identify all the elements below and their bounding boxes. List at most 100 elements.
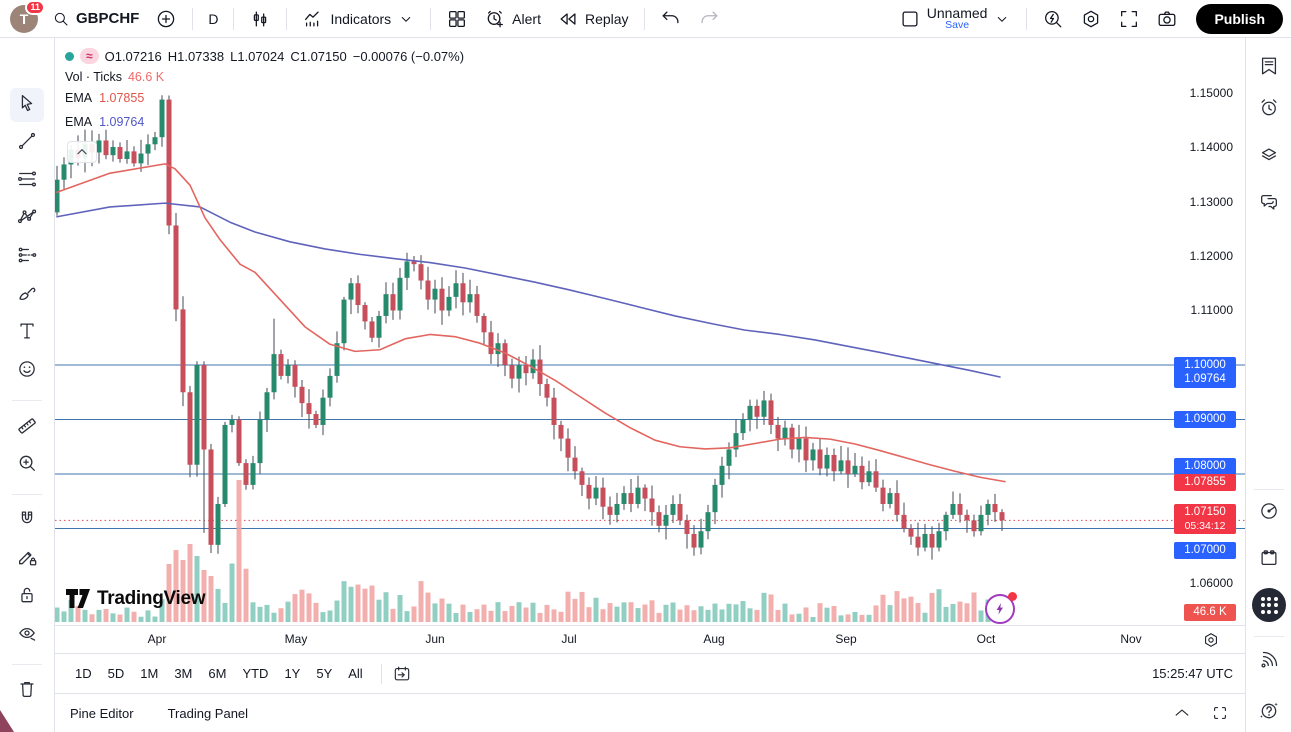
- fib-retracement-tool[interactable]: [10, 164, 44, 198]
- sidebar-alerts-clock-button[interactable]: [1252, 93, 1286, 127]
- compare-add-symbol-button[interactable]: [147, 4, 185, 34]
- lock-all-tool[interactable]: [10, 580, 44, 614]
- cursor-tool[interactable]: [10, 88, 44, 122]
- toolbar-divider: [12, 400, 42, 401]
- range-button-1d[interactable]: 1D: [67, 662, 100, 685]
- sidebar-chat-button[interactable]: [1252, 187, 1286, 221]
- chart-pane[interactable]: ≈ O1.07216 H1.07338 L1.07024 C1.07150 −0…: [55, 38, 1245, 625]
- panel-restore-icon[interactable]: [1210, 703, 1230, 723]
- trash-tool[interactable]: [10, 674, 44, 708]
- save-link[interactable]: Save: [945, 19, 970, 32]
- volume-bar: [75, 606, 81, 622]
- sidebar-apps-grid-button[interactable]: [1252, 588, 1286, 622]
- range-button-5d[interactable]: 5D: [100, 662, 133, 685]
- replay-button[interactable]: Replay: [549, 4, 637, 34]
- trend-line-tool[interactable]: [10, 126, 44, 160]
- sidebar-broadcast-signal-button[interactable]: [1252, 645, 1286, 679]
- alert-button[interactable]: Alert: [476, 4, 549, 34]
- bottom-bar: Pine Editor Trading Panel: [55, 693, 1245, 732]
- go-to-date-icon[interactable]: [392, 664, 412, 684]
- candle-body: [271, 354, 277, 393]
- volume-row[interactable]: Vol · Ticks 46.6 K: [65, 68, 464, 86]
- sidebar-help-button[interactable]: [1252, 696, 1286, 730]
- quick-search-button[interactable]: [1034, 4, 1072, 34]
- undo-button[interactable]: [652, 4, 690, 34]
- range-button-5y[interactable]: 5Y: [308, 662, 340, 685]
- magnet-icon: [16, 508, 38, 535]
- emoji-tool[interactable]: [10, 354, 44, 388]
- range-button-all[interactable]: All: [340, 662, 370, 685]
- toolbar-divider: [12, 494, 42, 495]
- chart-settings-button[interactable]: [1072, 4, 1110, 34]
- candle-body: [530, 359, 536, 374]
- toolbar-separator: [192, 7, 194, 30]
- publish-button[interactable]: Publish: [1196, 3, 1283, 34]
- ema-fast-line[interactable]: [56, 163, 1006, 483]
- panel-chevron-up-icon[interactable]: [1172, 703, 1192, 723]
- toolbar-separator: [430, 7, 432, 30]
- time-axis[interactable]: Apr May Jun Jul Aug Sep Oct Nov: [55, 625, 1245, 653]
- candle-body: [649, 498, 655, 513]
- data-mismatch-icon[interactable]: ≈: [80, 48, 99, 64]
- top-toolbar: T 11 GBPCHF D Indicators Alert: [0, 0, 1291, 38]
- redo-icon: [698, 8, 720, 30]
- volume-bar: [747, 608, 753, 622]
- zoom-in-tool[interactable]: [10, 448, 44, 482]
- plus-circle-icon: [155, 8, 177, 30]
- xabcd-pattern-tool[interactable]: [10, 202, 44, 236]
- sidebar-hotlist-target-button[interactable]: [1252, 496, 1286, 530]
- notification-badge: 11: [25, 0, 45, 15]
- sidebar-watchlist-button[interactable]: [1252, 51, 1286, 85]
- interval-button[interactable]: D: [200, 4, 226, 34]
- ema-row-slow[interactable]: EMA 1.09764: [65, 115, 145, 129]
- candle-body: [565, 438, 571, 458]
- legend-collapse-button[interactable]: [67, 141, 97, 163]
- utc-clock[interactable]: 15:25:47 UTC: [1152, 666, 1233, 681]
- layout-select-button[interactable]: Unnamed Save: [891, 4, 1020, 34]
- chart-style-button[interactable]: [241, 4, 279, 34]
- ohlc-row[interactable]: ≈ O1.07216 H1.07338 L1.07024 C1.07150 −0…: [65, 46, 464, 66]
- sidebar-object-tree-button[interactable]: [1252, 140, 1286, 174]
- range-button-1m[interactable]: 1M: [132, 662, 166, 685]
- pine-editor-tab[interactable]: Pine Editor: [70, 705, 134, 721]
- layout-grid-button[interactable]: [438, 4, 476, 34]
- redo-button[interactable]: [690, 4, 728, 34]
- text-tool[interactable]: [10, 316, 44, 350]
- month-label-jul: Jul: [561, 632, 577, 646]
- trend-line-icon: [16, 130, 38, 157]
- candle-body: [852, 465, 858, 474]
- axis-settings-icon[interactable]: [1202, 631, 1220, 649]
- range-button-6m[interactable]: 6M: [200, 662, 234, 685]
- sidebar-calendar-button[interactable]: [1252, 543, 1286, 577]
- ema-row-fast[interactable]: EMA 1.07855: [65, 91, 145, 105]
- candlestick-chart[interactable]: [55, 38, 1245, 625]
- symbol-search-button[interactable]: GBPCHF: [44, 4, 147, 34]
- volume-bar: [579, 591, 585, 622]
- month-label-sep: Sep: [835, 632, 857, 646]
- market-event-badge[interactable]: [985, 592, 1017, 625]
- magnet-tool[interactable]: [10, 504, 44, 538]
- trading-panel-tab[interactable]: Trading Panel: [167, 705, 249, 721]
- hotlist-target-icon: [1258, 500, 1280, 527]
- brush-tool[interactable]: [10, 278, 44, 312]
- candle-body: [96, 140, 102, 153]
- volume-bar: [859, 614, 865, 622]
- snapshot-button[interactable]: [1148, 4, 1186, 34]
- volume-bar: [614, 606, 620, 622]
- fullscreen-button[interactable]: [1110, 4, 1148, 34]
- range-button-3m[interactable]: 3M: [166, 662, 200, 685]
- forecast-tool[interactable]: [10, 240, 44, 274]
- price-label-blue: 1.09000: [1174, 410, 1236, 428]
- ruler-tool[interactable]: [10, 410, 44, 444]
- draw-lock-tool[interactable]: [10, 542, 44, 576]
- ema-slow-line[interactable]: [56, 202, 1001, 378]
- candle-body: [124, 151, 130, 159]
- candle-body: [936, 531, 942, 548]
- range-button-1y[interactable]: 1Y: [276, 662, 308, 685]
- range-button-ytd[interactable]: YTD: [234, 662, 276, 685]
- hide-all-tool[interactable]: [10, 618, 44, 652]
- volume-bar: [208, 576, 214, 622]
- user-menu-button[interactable]: T 11: [10, 0, 45, 33]
- indicators-button[interactable]: Indicators: [294, 4, 423, 34]
- change-value: −0.00076 (−0.07%): [352, 48, 465, 64]
